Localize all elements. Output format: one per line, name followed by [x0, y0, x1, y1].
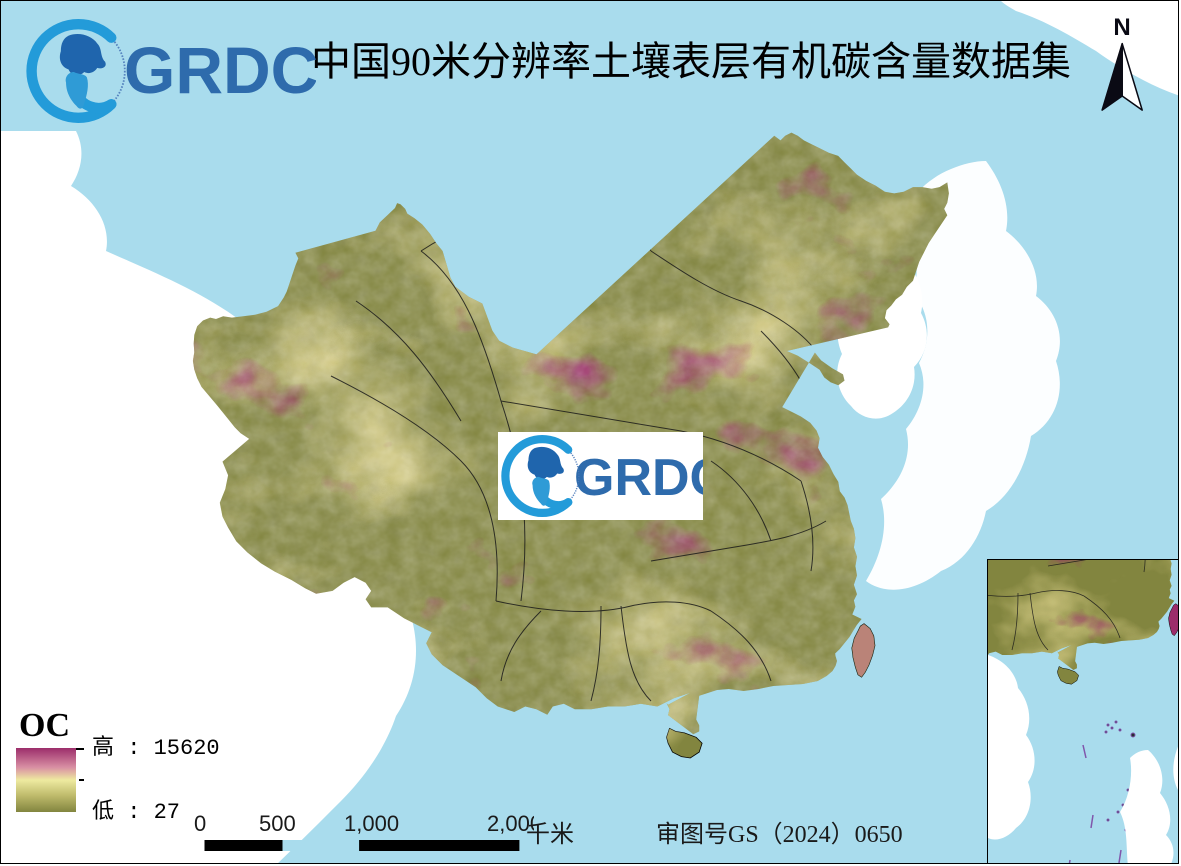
- svg-text:500: 500: [259, 811, 296, 836]
- svg-text:1,000: 1,000: [344, 811, 399, 836]
- svg-text:N: N: [1113, 14, 1130, 41]
- svg-text:GRDC: GRDC: [124, 33, 316, 107]
- svg-text:GRDC: GRDC: [574, 449, 703, 507]
